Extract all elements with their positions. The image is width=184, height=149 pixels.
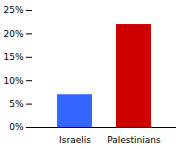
svg-text:10%: 10% bbox=[3, 76, 23, 86]
svg-text:20%: 20% bbox=[3, 29, 23, 39]
svg-text:Palestinians: Palestinians bbox=[107, 135, 161, 145]
svg-text:0%: 0% bbox=[9, 122, 24, 132]
svg-text:25%: 25% bbox=[3, 5, 23, 15]
svg-text:5%: 5% bbox=[9, 99, 24, 109]
svg-text:Israelis: Israelis bbox=[59, 135, 91, 145]
svg-text:15%: 15% bbox=[3, 52, 23, 62]
